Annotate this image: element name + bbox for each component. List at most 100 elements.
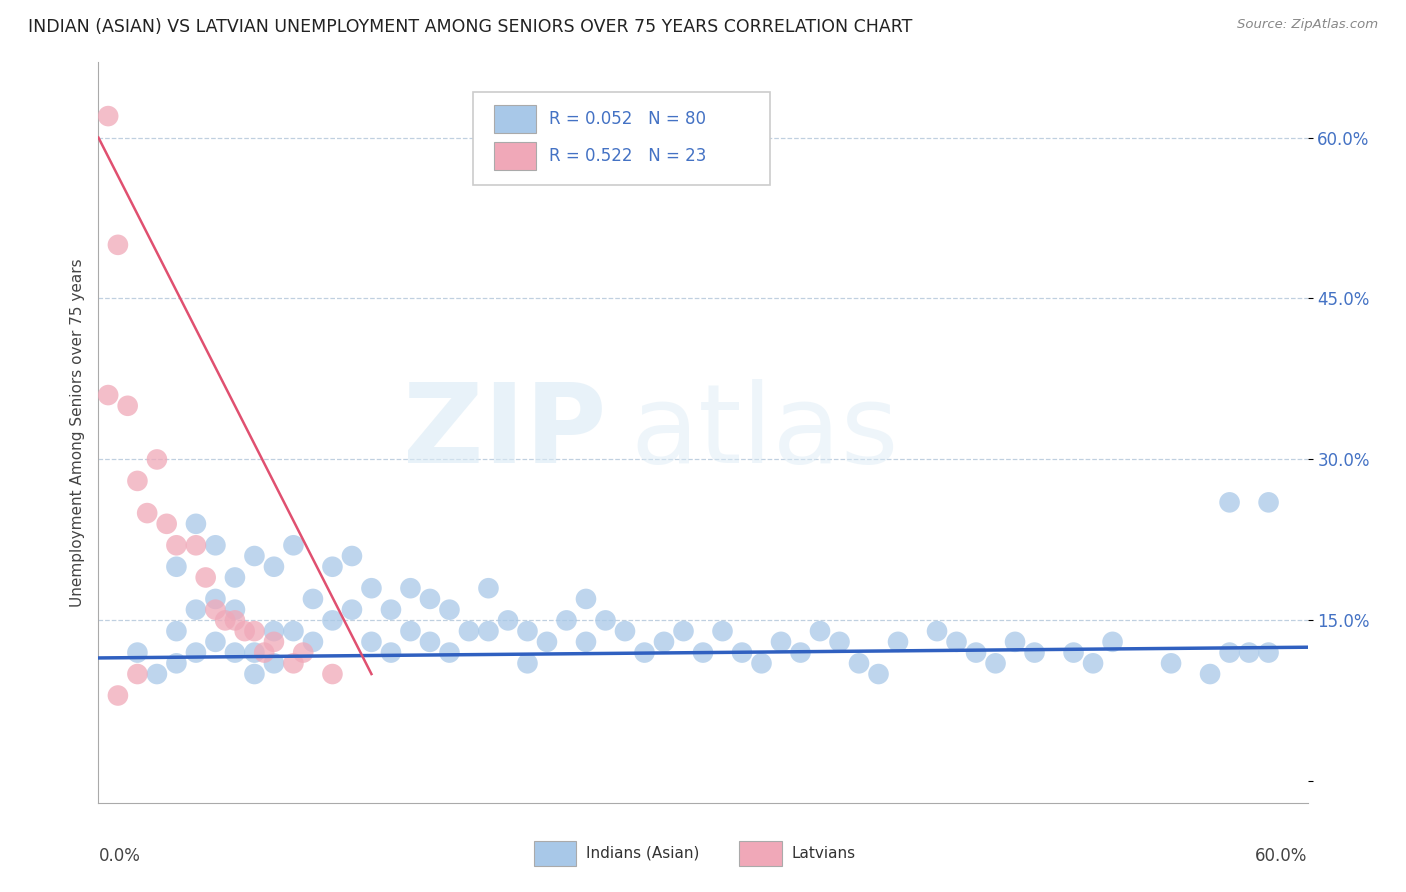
Point [555, 614, 578, 628]
Point [1024, 646, 1046, 660]
Point [263, 559, 285, 574]
Point [1063, 646, 1085, 660]
Bar [494, 142, 536, 169]
Point [302, 591, 325, 606]
Point [496, 614, 519, 628]
Point [477, 581, 499, 595]
Point [107, 237, 129, 252]
Point [321, 559, 343, 574]
Point [283, 538, 305, 552]
Point [380, 602, 402, 616]
Point [107, 689, 129, 703]
Point [283, 657, 305, 671]
Point [184, 646, 207, 660]
Point [156, 516, 179, 531]
Point [243, 646, 266, 660]
Point [117, 399, 139, 413]
Point [321, 614, 343, 628]
Point [233, 624, 256, 639]
Point [302, 635, 325, 649]
Point [127, 667, 149, 681]
Point [1257, 646, 1279, 660]
Point [984, 657, 1007, 671]
Point [224, 646, 246, 660]
Point [263, 635, 285, 649]
Point [184, 602, 207, 616]
Point [575, 635, 598, 649]
Text: INDIAN (ASIAN) VS LATVIAN UNEMPLOYMENT AMONG SENIORS OVER 75 YEARS CORRELATION C: INDIAN (ASIAN) VS LATVIAN UNEMPLOYMENT A… [28, 18, 912, 36]
Point [204, 591, 226, 606]
Point [1219, 495, 1241, 509]
FancyBboxPatch shape [474, 92, 769, 185]
Point [536, 635, 558, 649]
Point [184, 538, 207, 552]
Point [224, 614, 246, 628]
Point [224, 602, 246, 616]
Point [1160, 657, 1182, 671]
Point [340, 602, 363, 616]
Point [283, 624, 305, 639]
Point [731, 646, 754, 660]
Point [614, 624, 637, 639]
Point [214, 614, 236, 628]
Point [595, 614, 617, 628]
Point [127, 474, 149, 488]
Text: 60.0%: 60.0% [1256, 847, 1308, 865]
Point [887, 635, 910, 649]
Point [243, 624, 266, 639]
Point [204, 602, 226, 616]
Point [945, 635, 967, 649]
Point [224, 570, 246, 584]
Point [1101, 635, 1123, 649]
Point [263, 657, 285, 671]
Point [828, 635, 851, 649]
Text: atlas: atlas [630, 379, 898, 486]
Point [439, 602, 461, 616]
Point [868, 667, 890, 681]
Point [692, 646, 714, 660]
Point [97, 109, 120, 123]
Point [769, 635, 792, 649]
Point [146, 452, 169, 467]
Point [380, 646, 402, 660]
Point [165, 538, 187, 552]
Point [925, 624, 948, 639]
Point [1219, 646, 1241, 660]
Point [751, 657, 773, 671]
Point [1081, 657, 1104, 671]
Point [360, 635, 382, 649]
Point [243, 667, 266, 681]
Point [127, 646, 149, 660]
Point [1237, 646, 1260, 660]
Point [672, 624, 695, 639]
Text: R = 0.052   N = 80: R = 0.052 N = 80 [550, 110, 706, 128]
Point [965, 646, 987, 660]
Point [204, 635, 226, 649]
Point [165, 624, 187, 639]
Point [439, 646, 461, 660]
Point [253, 646, 276, 660]
Y-axis label: Unemployment Among Seniors over 75 years: Unemployment Among Seniors over 75 years [69, 259, 84, 607]
Point [165, 657, 187, 671]
Point [789, 646, 811, 660]
Point [360, 581, 382, 595]
Point [204, 538, 226, 552]
Point [263, 624, 285, 639]
Bar [494, 104, 536, 133]
Text: R = 0.522   N = 23: R = 0.522 N = 23 [550, 146, 707, 165]
Text: 0.0%: 0.0% [98, 847, 141, 865]
Point [146, 667, 169, 681]
Point [97, 388, 120, 402]
Point [652, 635, 675, 649]
Point [477, 624, 499, 639]
Point [292, 646, 315, 660]
Point [458, 624, 481, 639]
Point [633, 646, 655, 660]
Point [419, 635, 441, 649]
Point [243, 549, 266, 563]
Point [1199, 667, 1222, 681]
Point [194, 570, 217, 584]
Bar [534, 841, 576, 866]
Point [711, 624, 734, 639]
Point [136, 506, 159, 520]
